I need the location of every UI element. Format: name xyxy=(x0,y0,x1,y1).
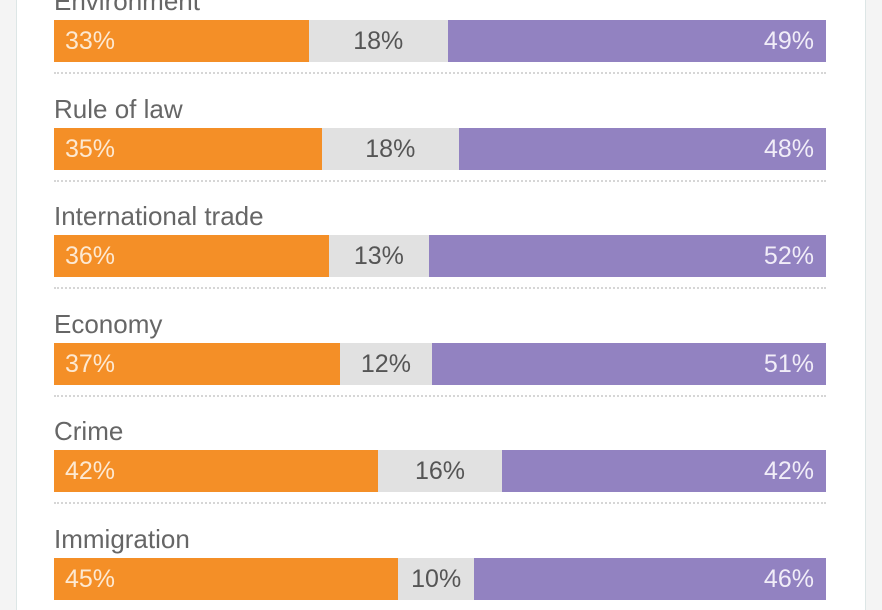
row-divider xyxy=(54,502,826,504)
category-label: Crime xyxy=(54,416,124,446)
chart-card xyxy=(16,0,866,610)
bar-segment-3: 52% xyxy=(428,235,826,277)
bar-segment-1: 33% xyxy=(54,20,309,62)
data-label: 10% xyxy=(411,564,462,593)
category-label: International trade xyxy=(54,201,264,231)
bar-segment-2: 12% xyxy=(339,342,433,385)
row-divider xyxy=(54,179,826,182)
data-label: 52% xyxy=(763,242,814,270)
category-label: Environment xyxy=(54,0,200,16)
bar-segment-1: 37% xyxy=(54,342,340,385)
bar-segment-2: 10% xyxy=(397,557,475,600)
stacked-bar: 36% 13% 52% xyxy=(54,235,826,277)
bar-segment-1: 35% xyxy=(54,127,322,170)
bar-segment-3: 51% xyxy=(432,342,826,385)
data-label: 45% xyxy=(65,564,116,593)
category-label: Economy xyxy=(54,308,163,339)
stacked-bar: 42% 16% 42% xyxy=(54,450,826,492)
bar-segment-2: 18% xyxy=(308,20,448,62)
data-label: 46% xyxy=(763,564,814,593)
bar-segment-3: 48% xyxy=(459,127,826,170)
bar-segment-3: 49% xyxy=(447,20,826,62)
data-label: 33% xyxy=(65,27,116,55)
bar-segment-2: 18% xyxy=(321,127,460,170)
row-divider xyxy=(54,287,826,289)
data-label: 48% xyxy=(763,134,814,163)
data-label: 36% xyxy=(65,242,116,270)
stacked-bar: 33% 18% 49% xyxy=(54,20,826,62)
row-divider xyxy=(54,72,826,74)
category-label: Rule of law xyxy=(54,93,183,124)
bar-segment-1: 42% xyxy=(54,450,379,492)
stacked-bar: 35% 18% 48% xyxy=(54,127,826,170)
stacked-bar: 37% 12% 51% xyxy=(54,342,826,385)
category-label: Immigration xyxy=(54,523,190,554)
row-divider xyxy=(54,394,826,397)
data-label: 13% xyxy=(353,242,404,270)
bar-segment-1: 45% xyxy=(54,557,398,600)
stacked-bar: 45% 10% 46% xyxy=(54,557,826,600)
data-label: 51% xyxy=(763,349,814,378)
bar-segment-3: 46% xyxy=(474,557,826,600)
bar-segment-2: 13% xyxy=(329,235,429,277)
data-label: 18% xyxy=(365,134,416,163)
data-label: 18% xyxy=(353,27,404,55)
data-label: 49% xyxy=(763,27,814,55)
data-label: 37% xyxy=(65,349,116,378)
bar-segment-1: 36% xyxy=(54,235,330,277)
data-label: 42% xyxy=(65,457,116,485)
data-label: 12% xyxy=(360,349,411,378)
data-label: 16% xyxy=(414,457,466,485)
data-label: 42% xyxy=(763,457,814,485)
bar-segment-3: 42% xyxy=(501,450,826,492)
data-label: 35% xyxy=(65,134,116,163)
bar-segment-2: 16% xyxy=(378,450,502,492)
